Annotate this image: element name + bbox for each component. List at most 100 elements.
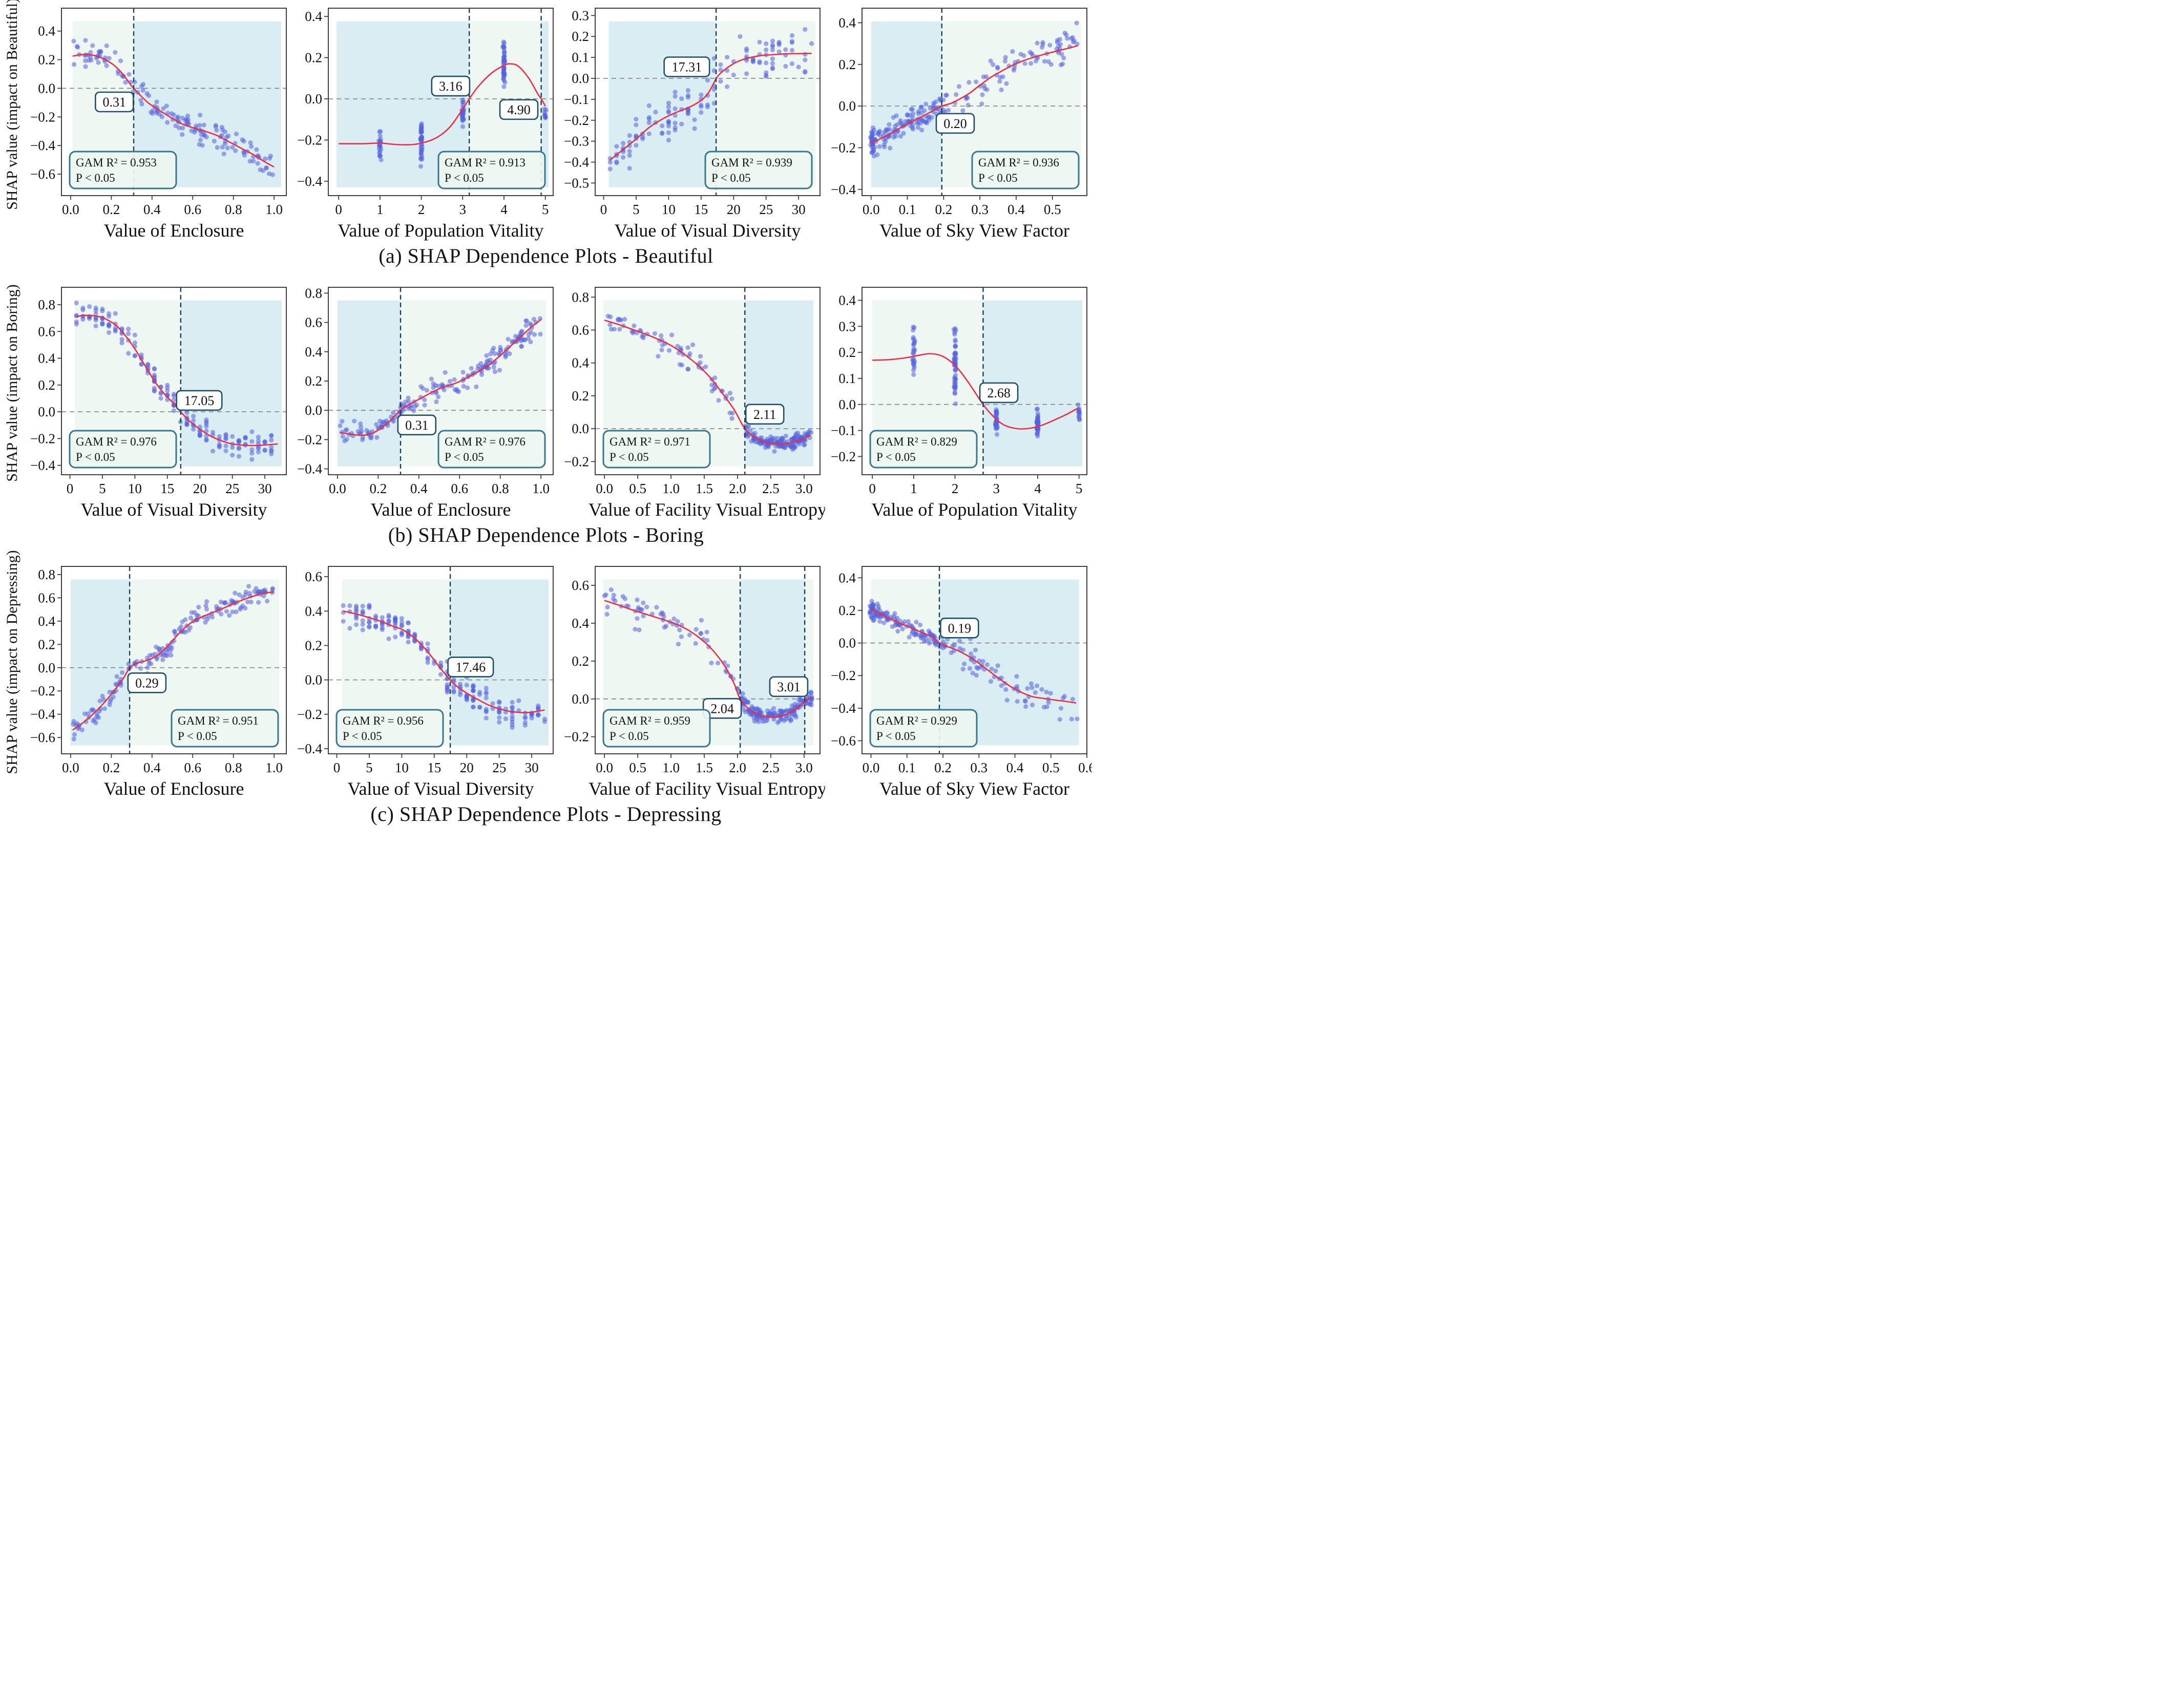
svg-text:4.90: 4.90 — [507, 102, 531, 117]
stats-box: GAM R² = 0.929 P < 0.05 — [869, 709, 978, 748]
svg-text:0.4: 0.4 — [305, 344, 322, 359]
y-axis-label-cell: SHAP value (impact on Beautiful) — [0, 0, 25, 243]
y-axis: 0.8 0.6 0.4 0.2 0.0 −0.2 −0.4 — [30, 297, 61, 473]
svg-text:P < 0.05: P < 0.05 — [76, 172, 115, 184]
plot-boring-visual-diversity: 17.05 GAM R² = 0.976 P < 0.05 0 5 10 15 20 25 30 0… — [25, 281, 291, 522]
svg-text:0.0: 0.0 — [305, 403, 322, 418]
threshold-label: 2.68 — [979, 382, 1019, 404]
plot-frame — [595, 566, 821, 754]
svg-text:−0.4: −0.4 — [297, 174, 322, 189]
svg-text:17.31: 17.31 — [672, 60, 702, 75]
threshold-label: 3.16 — [431, 75, 471, 97]
svg-text:0.4: 0.4 — [572, 616, 589, 631]
x-axis-label: Value of Visual Diversity — [80, 499, 267, 520]
svg-text:0.0: 0.0 — [38, 80, 55, 96]
x-axis: 0.0 0.1 0.2 0.3 0.4 0.5 — [863, 196, 1061, 217]
svg-text:0.1: 0.1 — [899, 202, 916, 217]
svg-text:4: 4 — [1034, 481, 1041, 496]
svg-text:0.1: 0.1 — [572, 50, 589, 65]
svg-text:P < 0.05: P < 0.05 — [343, 730, 382, 743]
x-axis: 0 5 10 15 20 25 30 — [67, 475, 272, 496]
svg-text:0.4: 0.4 — [838, 570, 856, 585]
plot-frame — [862, 8, 1087, 196]
svg-text:0.4: 0.4 — [838, 15, 856, 30]
svg-text:0.3: 0.3 — [971, 202, 989, 217]
x-axis: 0 1 2 3 4 5 — [335, 196, 549, 217]
svg-text:10: 10 — [662, 202, 676, 217]
stats-box: GAM R² = 0.959 P < 0.05 — [602, 709, 711, 748]
svg-text:0.4: 0.4 — [38, 614, 55, 629]
svg-text:10: 10 — [128, 481, 142, 496]
plot-beautiful-sky-view-factor: 0.20 GAM R² = 0.936 P < 0.05 0.0 0.1 0.2 0.3 0.… — [825, 2, 1092, 243]
svg-text:0.8: 0.8 — [225, 202, 242, 217]
threshold-label: 2.11 — [745, 404, 785, 425]
svg-text:0.6: 0.6 — [38, 590, 55, 605]
svg-text:0.3: 0.3 — [838, 319, 856, 334]
svg-text:−0.4: −0.4 — [831, 182, 856, 197]
svg-text:0.0: 0.0 — [305, 672, 322, 688]
row-boring-plots: SHAP value (impact on Boring) 17.05 GAM R… — [0, 281, 1092, 522]
svg-text:0.8: 0.8 — [38, 297, 55, 312]
svg-text:0.6: 0.6 — [572, 578, 589, 593]
x-axis: 0 5 10 15 20 25 30 — [600, 196, 806, 217]
stats-box: GAM R² = 0.951 P < 0.05 — [171, 709, 279, 748]
plot-depressing-sky-view-factor: 0.19 GAM R² = 0.929 P < 0.05 0.0 0.1 0.2 0.3 0.… — [825, 560, 1096, 801]
caption-boring: (b) SHAP Dependence Plots - Boring — [388, 523, 704, 546]
svg-text:0.0: 0.0 — [305, 91, 322, 107]
y-axis-label-depressing: SHAP value (impact on Depressing) — [4, 550, 20, 774]
svg-text:0.4: 0.4 — [572, 355, 589, 371]
x-axis-label: Value of Enclosure — [371, 499, 511, 520]
x-axis-label: Value of Facility Visual Entropy — [589, 499, 825, 520]
svg-text:0.2: 0.2 — [102, 202, 120, 217]
svg-text:GAM R² = 0.929: GAM R² = 0.929 — [876, 714, 957, 727]
svg-text:1.5: 1.5 — [696, 760, 713, 775]
threshold-label: 0.29 — [127, 672, 167, 693]
svg-text:17.05: 17.05 — [184, 393, 215, 408]
svg-text:−0.6: −0.6 — [30, 166, 55, 182]
svg-text:0.8: 0.8 — [572, 289, 589, 305]
svg-text:−0.2: −0.2 — [297, 432, 322, 447]
x-axis-label: Value of Population Vitality — [871, 499, 1077, 520]
plot-svg: 2.04 3.01 GAM R² = 0.959 P < 0.05 0.0 0.5 1.0 1… — [564, 566, 827, 799]
plot-frame — [328, 566, 554, 754]
svg-text:−0.4: −0.4 — [297, 461, 322, 477]
svg-text:0.4: 0.4 — [838, 292, 856, 308]
y-axis-label-beautiful: SHAP value (impact on Beautiful) — [4, 0, 20, 210]
svg-text:0.0: 0.0 — [596, 760, 613, 775]
svg-text:−0.2: −0.2 — [30, 109, 55, 124]
y-axis-label-boring: SHAP value (impact on Boring) — [4, 284, 20, 482]
svg-text:0.29: 0.29 — [135, 675, 159, 690]
svg-text:−0.1: −0.1 — [831, 423, 856, 438]
svg-text:−0.4: −0.4 — [30, 707, 55, 722]
y-axis: 0.3 0.2 0.1 0.0 −0.1 −0.2 −0.3 −0.4 −0.5 — [564, 8, 595, 191]
svg-text:0: 0 — [869, 481, 876, 496]
stats-box: GAM R² = 0.976 P < 0.05 — [69, 430, 177, 469]
svg-text:0.2: 0.2 — [369, 481, 387, 496]
scatter-points — [868, 20, 1080, 159]
y-axis-label-cell: SHAP value (impact on Boring) — [0, 281, 25, 522]
svg-text:10: 10 — [395, 760, 409, 775]
row-beautiful: SHAP value (impact on Beautiful) 0.31 GAM… — [0, 0, 1092, 281]
gam-curve — [604, 600, 811, 718]
svg-text:30: 30 — [792, 202, 806, 217]
svg-text:P < 0.05: P < 0.05 — [445, 172, 484, 184]
plot-frame — [328, 8, 554, 196]
stats-box: GAM R² = 0.913 P < 0.05 — [437, 151, 546, 189]
svg-text:1.0: 1.0 — [532, 481, 550, 496]
y-axis: 0.4 0.2 0.0 −0.2 −0.4 −0.6 — [30, 24, 61, 182]
svg-text:0.2: 0.2 — [572, 653, 589, 669]
svg-text:0.31: 0.31 — [103, 95, 127, 110]
svg-text:0.4: 0.4 — [143, 202, 161, 217]
svg-text:−0.2: −0.2 — [831, 668, 856, 683]
svg-text:3.16: 3.16 — [439, 79, 463, 94]
gam-curve — [72, 591, 275, 731]
svg-text:3.0: 3.0 — [795, 481, 813, 496]
svg-text:−0.5: −0.5 — [564, 175, 589, 191]
plot-frame — [61, 287, 287, 475]
svg-text:0.0: 0.0 — [62, 760, 79, 775]
y-axis: 0.4 0.3 0.2 0.1 0.0 −0.1 −0.2 — [831, 292, 862, 464]
